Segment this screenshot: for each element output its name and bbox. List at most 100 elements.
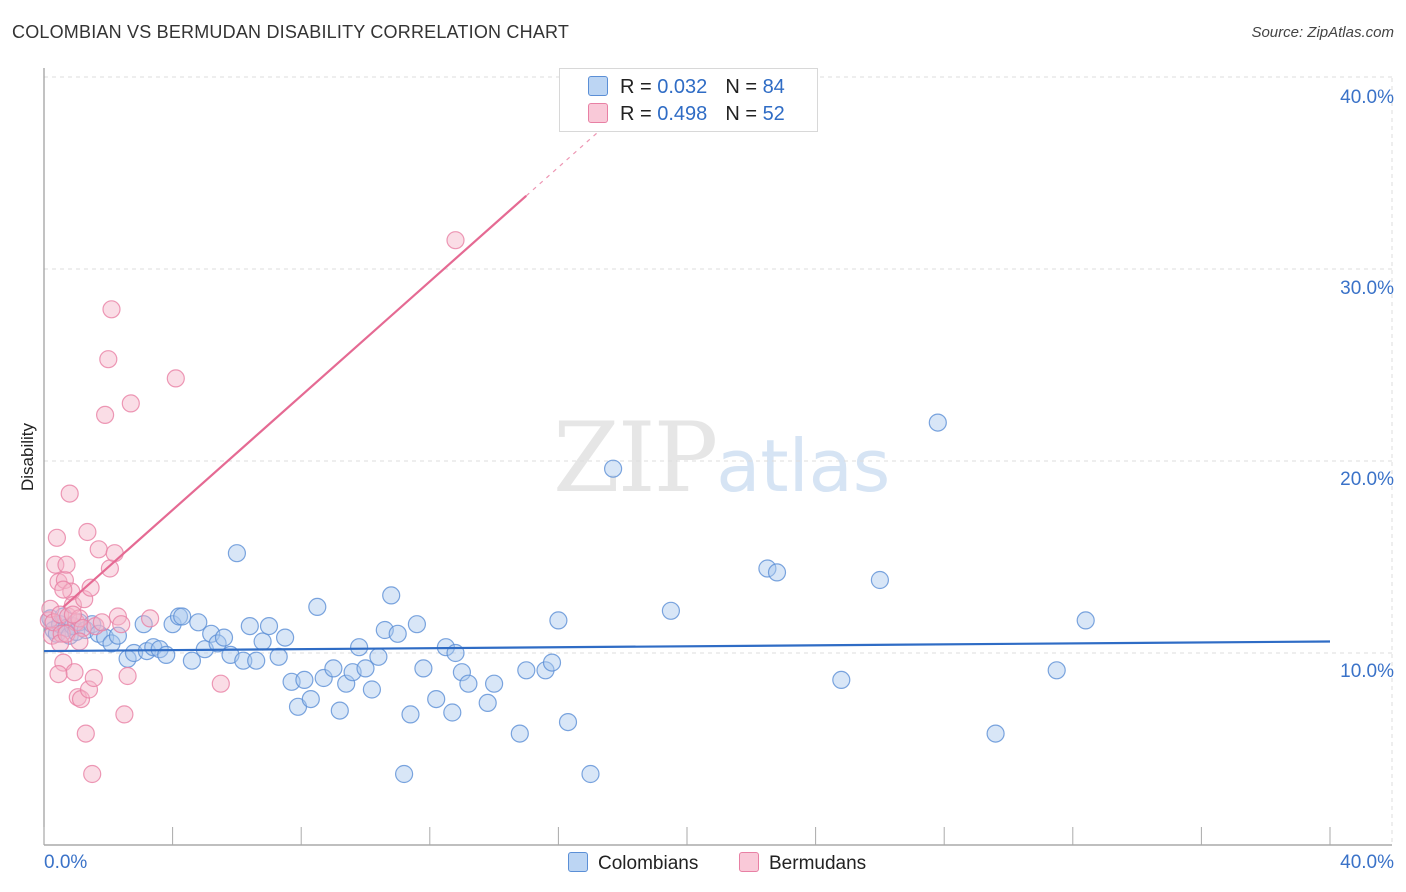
colombians-point (581, 764, 600, 784)
colombians-point (1047, 661, 1066, 680)
colombians-point (295, 670, 314, 690)
bermudans-point (99, 350, 118, 369)
bermudans-point (81, 578, 100, 597)
legend-n-label: N = (725, 76, 763, 98)
colombians-point (452, 663, 471, 682)
legend-r-value: 0.498 (657, 103, 708, 125)
colombians-points (41, 413, 1095, 784)
bermudans-point (115, 705, 134, 724)
bottom-legend-bermudans: Bermudans (739, 852, 866, 875)
colombians-point (173, 607, 192, 626)
chart-title: COLOMBIAN VS BERMUDAN DISABILITY CORRELA… (12, 22, 570, 42)
colombians-point (227, 544, 246, 563)
bermudans-point (102, 300, 121, 319)
legend-r-label: R = (620, 103, 658, 125)
bermudans-point (79, 680, 99, 699)
watermark-atlas: atlas (716, 424, 891, 508)
colombians-point (478, 693, 497, 713)
legend-n-label: N = (725, 103, 763, 125)
bermudans-point (70, 632, 89, 651)
source-label: Source: ZipAtlas.com (1251, 24, 1394, 41)
colombians-point (108, 626, 128, 645)
bermudans-point (54, 580, 73, 599)
bottom-legend-colombians: Colombians (568, 852, 698, 875)
bottom-legend-swatch-pink (739, 852, 759, 872)
colombians-point (542, 653, 562, 672)
bermudans-point (95, 405, 115, 424)
bermudans-point (63, 605, 83, 624)
colombians-point (253, 632, 272, 651)
bermudans-point (78, 522, 97, 542)
bermudans-point (83, 764, 102, 784)
colombians-point (269, 647, 288, 666)
bermudans-point (166, 369, 185, 388)
colombians-point (259, 616, 279, 636)
x-tick-label: 40.0% (1340, 852, 1394, 873)
legend-r-label: R = (620, 76, 658, 98)
colombians-point (362, 680, 381, 699)
bermudans-point (121, 394, 140, 413)
colombians-point (517, 661, 536, 680)
colombians-point (330, 701, 349, 720)
bermudans-point (60, 484, 79, 503)
bermudans-point (49, 664, 68, 684)
colombians-point (603, 459, 623, 478)
colombians-point (407, 615, 426, 634)
colombians-trend-line (43, 640, 1331, 653)
bermudans-point (446, 231, 465, 250)
colombians-point (401, 705, 420, 724)
y-tick-label: 10.0% (1340, 661, 1394, 682)
colombians-point (1076, 611, 1095, 630)
colombians-point (247, 651, 266, 670)
bermudans-point (41, 599, 60, 618)
y-tick-label: 40.0% (1340, 87, 1394, 108)
y-axis-label: Disability (18, 422, 37, 492)
bermudans-point (112, 615, 131, 634)
axes (43, 68, 1392, 846)
grid (44, 76, 1393, 845)
y-tick-label: 30.0% (1340, 278, 1394, 299)
bermudans-point (76, 724, 95, 743)
bottom-legend-label: Bermudans (769, 853, 867, 874)
trend-lines (43, 76, 1331, 653)
colombians-point (234, 651, 253, 670)
bottom-legend-label: Colombians (598, 853, 699, 874)
bermudans-point (105, 544, 124, 563)
colombians-point (369, 647, 388, 666)
bermudans-point (92, 613, 112, 632)
legend-n-value: 84 (762, 76, 785, 98)
colombians-point (510, 724, 529, 743)
colombians-point (314, 668, 333, 688)
colombians-point (214, 628, 234, 647)
colombians-point (549, 611, 568, 630)
bermudans-point (89, 540, 108, 559)
colombians-point (240, 616, 259, 636)
bottom-legend-swatch-blue (568, 852, 588, 872)
colombians-point (324, 659, 343, 678)
bermudans-point (84, 668, 103, 688)
bermudans-point (118, 666, 137, 686)
colombians-point (276, 628, 295, 647)
colombians-point (395, 764, 414, 784)
watermark: ZIPatlas (553, 402, 890, 514)
colombians-point (485, 674, 504, 693)
colombians-point (301, 689, 320, 709)
colombians-point (308, 597, 327, 617)
x-tick-label: 0.0% (44, 852, 88, 873)
colombians-point (356, 659, 375, 678)
bermudans-point (47, 528, 67, 547)
colombians-point (558, 712, 578, 732)
bermudans-point (100, 559, 120, 578)
legend-row-bermudans: R = 0.498 N = 52 (588, 103, 785, 126)
bermudans-point (57, 555, 76, 574)
colombians-point (427, 689, 446, 709)
colombians-point (661, 601, 681, 620)
colombians-point (870, 570, 890, 590)
bermudans-trend-extension (525, 76, 661, 197)
colombians-point (758, 559, 777, 578)
colombians-point (350, 638, 369, 657)
colombians-point (459, 674, 478, 693)
colombians-point (986, 724, 1005, 743)
colombians-point (767, 563, 787, 582)
